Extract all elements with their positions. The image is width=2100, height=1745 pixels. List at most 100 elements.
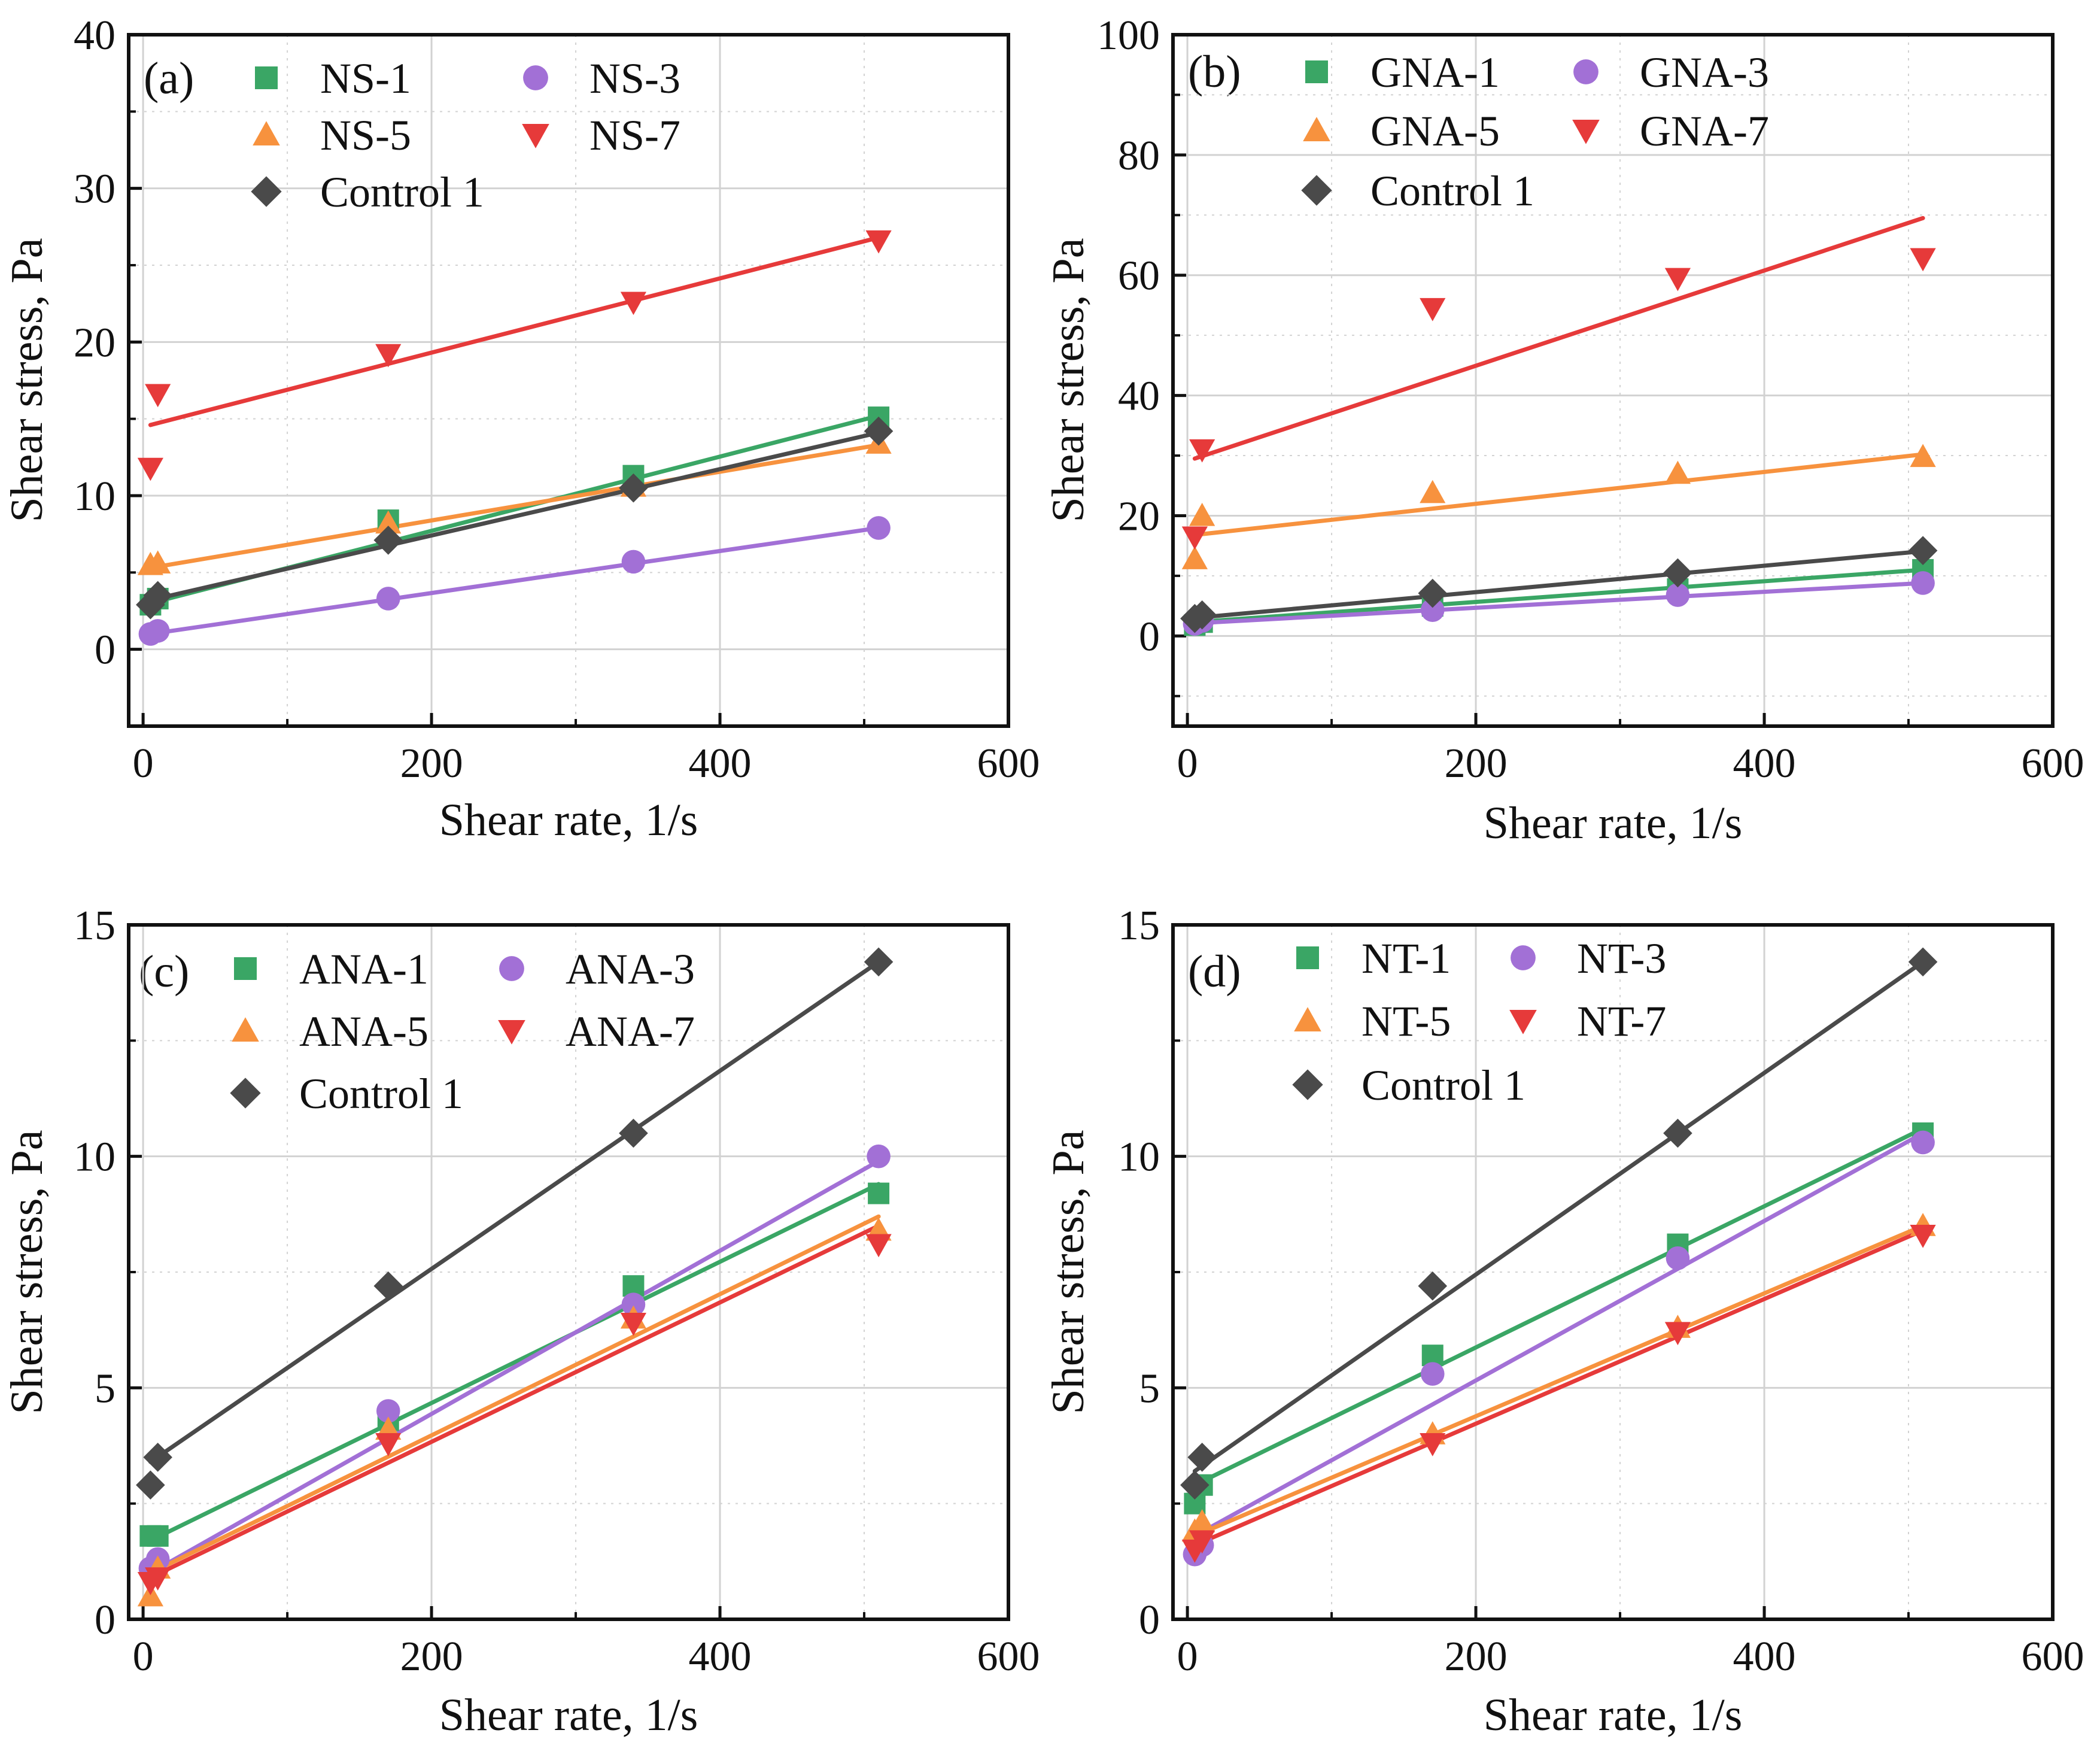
- x-tick-label: 0: [133, 741, 154, 787]
- data-point-ns-7: [865, 230, 892, 254]
- panel-tag: (c): [139, 946, 189, 997]
- x-tick-label: 600: [977, 741, 1040, 787]
- data-point-gna-7: [1664, 268, 1691, 292]
- legend: NS-1 NS-3 NS-5 NS-7 Control 1: [251, 54, 680, 216]
- data-point-nt-7: [1420, 1433, 1446, 1456]
- y-axis-title: Shear stress, Pa: [1043, 238, 1093, 523]
- legend: GNA-1 GNA-3 GNA-5 GNA-7 Control 1: [1301, 48, 1769, 215]
- data-point-ns-3: [145, 619, 170, 643]
- legend-label: Control 1: [320, 168, 484, 216]
- x-tick-label: 400: [689, 1634, 752, 1680]
- x-tick-label: 200: [400, 741, 463, 787]
- data-point-gna-3: [1666, 583, 1690, 607]
- x-tick-label: 200: [1445, 1634, 1508, 1680]
- data-point-control-1: [1908, 536, 1938, 566]
- data-points: [136, 230, 894, 646]
- legend-label: NT-7: [1577, 997, 1666, 1045]
- data-point-control-1: [864, 947, 894, 977]
- x-axis-title: Shear rate, 1/s: [439, 795, 698, 845]
- y-tick-label: 10: [74, 474, 116, 520]
- data-point-control-1: [1663, 1118, 1692, 1148]
- legend-label: NS-5: [320, 111, 411, 159]
- legend-label: NS-1: [320, 54, 411, 102]
- fit-lines: [148, 960, 881, 1580]
- data-point-ns-7: [620, 292, 647, 315]
- fit-line-nt-7: [1192, 1228, 1925, 1547]
- data-point-nt-3: [1420, 1362, 1445, 1386]
- x-tick-label: 200: [1445, 741, 1508, 787]
- y-tick-label: 60: [1118, 253, 1160, 299]
- data-point-control-1: [864, 416, 894, 446]
- y-tick-label: 0: [95, 627, 116, 673]
- legend-marker: [498, 1019, 525, 1045]
- data-point-nt-3: [1911, 1130, 1935, 1155]
- panel-d: (d) Shear rate, 1/s Shear stress, Pa 0 20…: [1043, 903, 2084, 1740]
- plot-frame: [1171, 33, 2055, 728]
- panel-tag: (d): [1188, 946, 1241, 997]
- data-point-ana-7: [145, 1567, 171, 1591]
- data-point-ns-7: [145, 384, 171, 408]
- data-point-control-1: [619, 1118, 648, 1148]
- legend-label: Control 1: [1361, 1061, 1525, 1109]
- data-point-ana-7: [620, 1312, 647, 1336]
- data-point-ns-7: [137, 457, 163, 481]
- legend-label: Control 1: [299, 1070, 463, 1118]
- data-point-ana-3: [376, 1399, 400, 1423]
- data-point-ana-1: [868, 1182, 890, 1204]
- panel-b: (b) Shear rate, 1/s Shear stress, Pa 0 20…: [1043, 13, 2084, 848]
- y-tick-label: 15: [74, 903, 116, 949]
- data-point-gna-3: [1911, 571, 1935, 595]
- legend-label: NT-5: [1361, 997, 1451, 1045]
- data-point-gna-3: [1420, 598, 1445, 622]
- data-point-gna-7: [1420, 298, 1446, 321]
- data-point-nt-7: [1664, 1322, 1691, 1346]
- x-tick-label: 200: [400, 1634, 463, 1680]
- panel-tag: (b): [1188, 47, 1241, 97]
- legend-marker: [1296, 946, 1319, 969]
- data-points: [136, 947, 894, 1607]
- legend-label: NS-3: [589, 54, 680, 102]
- data-point-gna-5: [1189, 502, 1215, 526]
- legend-marker: [1292, 1069, 1323, 1100]
- data-points: [1180, 248, 1938, 636]
- x-tick-label: 600: [977, 1634, 1040, 1680]
- y-tick-label: 5: [1139, 1365, 1160, 1412]
- legend-marker: [230, 1078, 261, 1109]
- panel-a: (a) Shear rate, 1/s Shear stress, Pa 0 20…: [2, 13, 1040, 845]
- y-tick-label: 0: [95, 1597, 116, 1643]
- ticks: 0 200 400 600 0 5 10 15: [74, 903, 1040, 1680]
- legend-label: NS-7: [589, 111, 680, 159]
- legend-marker: [522, 123, 549, 148]
- data-point-ns-5: [145, 550, 171, 574]
- data-point-gna-5: [1910, 444, 1936, 468]
- x-tick-label: 400: [689, 741, 752, 787]
- legend-marker: [1573, 59, 1598, 84]
- data-point-gna-7: [1910, 248, 1936, 272]
- legend-label: ANA-7: [566, 1007, 695, 1055]
- ticks: 0 200 400 600 0 10 20 30 40: [74, 13, 1040, 787]
- legend-label: GNA-5: [1370, 107, 1500, 155]
- legend-label: ANA-5: [299, 1007, 428, 1055]
- y-tick-label: 40: [74, 13, 116, 59]
- fit-line-gna-7: [1192, 216, 1925, 461]
- y-axis-title: Shear stress, Pa: [2, 238, 52, 523]
- data-point-ana-7: [865, 1234, 892, 1258]
- data-point-ns-3: [867, 516, 891, 540]
- legend-marker: [1511, 945, 1536, 970]
- legend-label: GNA-1: [1370, 48, 1500, 96]
- y-tick-label: 15: [1118, 903, 1160, 949]
- data-point-control-1: [1663, 558, 1692, 588]
- legend-marker: [1301, 175, 1332, 206]
- fit-line-ana-7: [148, 1224, 881, 1580]
- x-tick-label: 400: [1733, 1634, 1796, 1680]
- y-tick-label: 0: [1139, 1597, 1160, 1643]
- legend-label: ANA-3: [566, 945, 695, 993]
- data-point-ana-3: [867, 1144, 891, 1169]
- fit-lines: [1192, 216, 1925, 626]
- fit-line-ns-3: [148, 526, 881, 636]
- x-tick-label: 400: [1733, 741, 1796, 787]
- legend-marker: [1509, 1009, 1537, 1034]
- data-point-ns-5: [375, 510, 402, 534]
- y-axis-title: Shear stress, Pa: [2, 1130, 52, 1415]
- data-point-control-1: [1418, 578, 1448, 608]
